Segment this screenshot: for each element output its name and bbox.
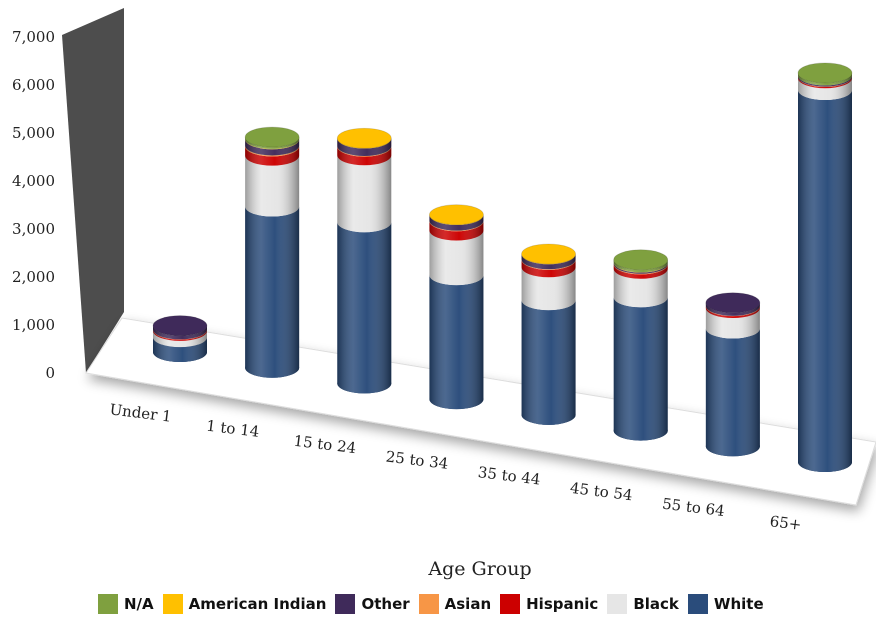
- legend-label: N/A: [124, 595, 154, 613]
- legend-label: Asian: [444, 595, 492, 613]
- bar-top-cap: [429, 204, 484, 226]
- bar-65: [797, 62, 853, 472]
- x-tick-label: 1 to 14: [205, 417, 260, 441]
- legend: N/A American Indian Other Asian Hispanic Blac…: [98, 594, 773, 614]
- legend-swatch: [335, 594, 356, 614]
- y-axis: 0 1,000 2,000 3,000 4,000 5,000 6,000 7,000: [12, 28, 55, 382]
- chart-plot: 0 1,000 2,000 3,000 4,000 5,000 6,000 7,000 Und…: [12, 8, 876, 534]
- y-tick-label: 0: [45, 364, 55, 382]
- legend-item-white: White: [687, 594, 764, 614]
- bar-shading: [705, 302, 760, 457]
- legend-label: White: [713, 595, 764, 613]
- y-tick-label: 5,000: [12, 124, 55, 142]
- bar-55-to-64: [705, 292, 761, 457]
- bar-1-to-14: [244, 126, 300, 378]
- bar-35-to-44: [521, 243, 576, 425]
- bar-top-cap: [797, 62, 853, 84]
- legend-item-asian: Asian: [418, 594, 492, 614]
- bar-45-to-54: [613, 249, 669, 441]
- legend-item-hispanic: Hispanic: [500, 594, 598, 614]
- x-tick-label: 55 to 64: [661, 495, 726, 521]
- bar-shading: [337, 138, 392, 394]
- legend-swatch: [500, 594, 521, 614]
- bar-shading: [798, 72, 852, 472]
- legend-item-n-a: N/A: [98, 594, 154, 614]
- legend-item-black: Black: [607, 594, 679, 614]
- y-tick-label: 1,000: [12, 316, 55, 334]
- x-tick-label: Under 1: [109, 400, 173, 425]
- legend-swatch: [418, 594, 439, 614]
- legend-swatch: [687, 594, 708, 614]
- bar-top-cap: [705, 292, 761, 314]
- x-tick-label: 35 to 44: [477, 463, 542, 489]
- y-tick-label: 2,000: [12, 268, 55, 286]
- legend-swatch: [162, 594, 183, 614]
- bar-under-1: [152, 315, 208, 362]
- legend-label: Black: [633, 595, 679, 613]
- x-tick-label: 65+: [769, 512, 803, 534]
- legend-swatch: [98, 594, 118, 614]
- bar-25-to-34: [429, 204, 484, 410]
- bar-top-cap: [336, 127, 392, 149]
- bar-15-to-24: [336, 127, 392, 394]
- bar-shading: [521, 253, 576, 425]
- y-tick-label: 4,000: [12, 172, 55, 190]
- bar-shading: [153, 325, 207, 362]
- x-tick-label: 15 to 24: [293, 432, 358, 458]
- y-tick-label: 3,000: [12, 220, 55, 238]
- legend-label: Other: [361, 595, 410, 613]
- x-tick-label: 25 to 34: [385, 447, 450, 473]
- legend-item-other: Other: [335, 594, 410, 614]
- legend-label: Hispanic: [526, 595, 599, 613]
- legend-label: American Indian: [188, 595, 327, 613]
- x-tick-label: 45 to 54: [569, 479, 634, 505]
- legend-swatch: [607, 594, 628, 614]
- legend-item-american-indian: American Indian: [162, 594, 327, 614]
- y-tick-label: 6,000: [12, 76, 55, 94]
- bar-top-cap: [613, 249, 669, 271]
- bar-shading: [429, 214, 484, 410]
- bar-top-cap: [521, 243, 576, 265]
- bar-shading: [613, 259, 668, 441]
- back-wall: [62, 8, 124, 373]
- y-tick-label: 7,000: [12, 28, 55, 46]
- bars: [152, 62, 853, 472]
- x-axis-title: Age Group: [428, 558, 532, 580]
- bar-shading: [245, 137, 300, 378]
- bar-top-cap: [244, 126, 300, 148]
- bar-top-cap: [152, 315, 208, 337]
